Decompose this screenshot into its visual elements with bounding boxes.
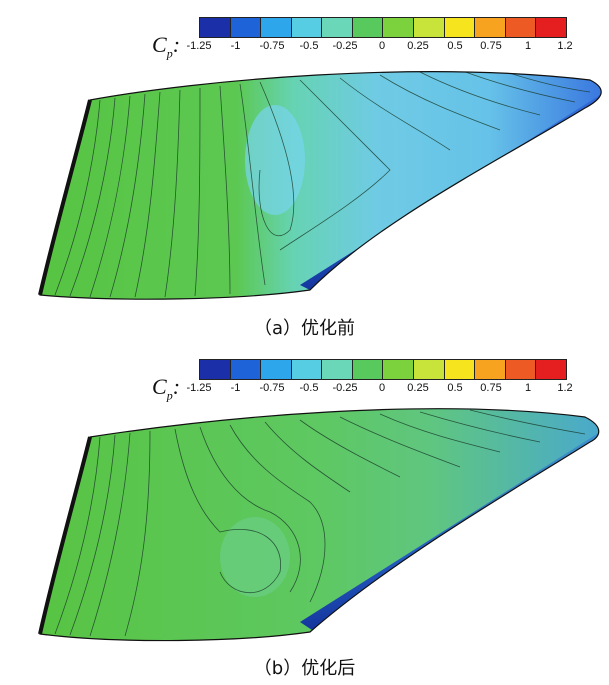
colorbar-segment bbox=[352, 360, 384, 379]
colorbar-tick-label: -1.25 bbox=[186, 382, 212, 394]
colorbar-segment bbox=[414, 360, 445, 379]
colorbar-label: Cp: bbox=[152, 32, 181, 61]
colorbar-ticks: -1.25 -1 -0.75 -0.5 -0.25 0 0.25 0.5 0.75 1 1.2 bbox=[186, 382, 572, 398]
colorbar-tick-label: 0 bbox=[378, 382, 386, 394]
colorbar-segment bbox=[200, 360, 231, 379]
colorbar-label: Cp: bbox=[152, 374, 181, 403]
colorbar-segment bbox=[291, 18, 323, 37]
colorbar-tick-label: -0.25 bbox=[332, 382, 358, 394]
colorbar-segment bbox=[414, 18, 445, 37]
colorbar-segment bbox=[505, 18, 537, 37]
colorbar-segment bbox=[505, 360, 537, 379]
colorbar-tick-label: -1 bbox=[230, 40, 241, 52]
colorbar-tick-label: 1.2 bbox=[557, 382, 573, 394]
colorbar-segment bbox=[322, 18, 353, 37]
colorbar-tick-label: 0.5 bbox=[447, 382, 463, 394]
colorbar-tick-label: -0.25 bbox=[332, 40, 358, 52]
colorbar-tick-label: -0.5 bbox=[299, 40, 319, 52]
colorbar-tick-label: 0 bbox=[378, 40, 386, 52]
colorbar-tick-label: -1.25 bbox=[186, 40, 212, 52]
colorbar-tick-label: 0.25 bbox=[407, 40, 429, 52]
colorbar-tick-label: 1.2 bbox=[557, 40, 573, 52]
caption-after: （b）优化后 bbox=[253, 658, 356, 679]
colorbar-segment bbox=[352, 18, 384, 37]
colorbar-segment bbox=[475, 360, 506, 379]
colorbar-segment bbox=[230, 18, 262, 37]
colorbar-segment bbox=[444, 360, 476, 379]
colorbar-tick-label: -0.5 bbox=[299, 382, 319, 394]
colorbar-tick-label: 0.5 bbox=[447, 40, 463, 52]
colorbar-segment bbox=[261, 18, 292, 37]
colorbar-segment bbox=[444, 18, 476, 37]
colorbar bbox=[199, 359, 567, 380]
colorbar-tick-label: -0.75 bbox=[259, 40, 285, 52]
wing-pressure-contour bbox=[38, 408, 600, 642]
colorbar-segment bbox=[291, 360, 323, 379]
colorbar-segment bbox=[383, 18, 415, 37]
wing-pressure-contour bbox=[38, 71, 602, 300]
colorbar-tick-label: 0.75 bbox=[480, 40, 502, 52]
panel-before-optimization: Cp: -1.25 -1 -0.75 -0.5 -0.25 0 0.25 0.5 0.75 1 1.… bbox=[0, 0, 609, 340]
colorbar-segment bbox=[475, 18, 506, 37]
panel-after-optimization: Cp: -1.25 -1 -0.75 -0.5 -0.25 0 0.25 0.5 0.75 1 1.… bbox=[0, 342, 609, 682]
caption-before: （a）优化前 bbox=[253, 318, 356, 339]
colorbar-segment bbox=[536, 18, 566, 37]
colorbar-segment bbox=[230, 360, 262, 379]
colorbar-segment bbox=[261, 360, 292, 379]
colorbar-tick-label: 1 bbox=[524, 40, 532, 52]
colorbar bbox=[199, 17, 567, 38]
colorbar-segment bbox=[322, 360, 353, 379]
colorbar-tick-label: -0.75 bbox=[259, 382, 285, 394]
colorbar-segment bbox=[200, 18, 231, 37]
colorbar-tick-label: 0.75 bbox=[480, 382, 502, 394]
colorbar-tick-label: -1 bbox=[230, 382, 241, 394]
colorbar-ticks: -1.25 -1 -0.75 -0.5 -0.25 0 0.25 0.5 0.75 1 1.2 bbox=[186, 40, 572, 56]
colorbar-segment bbox=[383, 360, 415, 379]
colorbar-tick-label: 0.25 bbox=[407, 382, 429, 394]
colorbar-segment bbox=[536, 360, 566, 379]
colorbar-tick-label: 1 bbox=[524, 382, 532, 394]
